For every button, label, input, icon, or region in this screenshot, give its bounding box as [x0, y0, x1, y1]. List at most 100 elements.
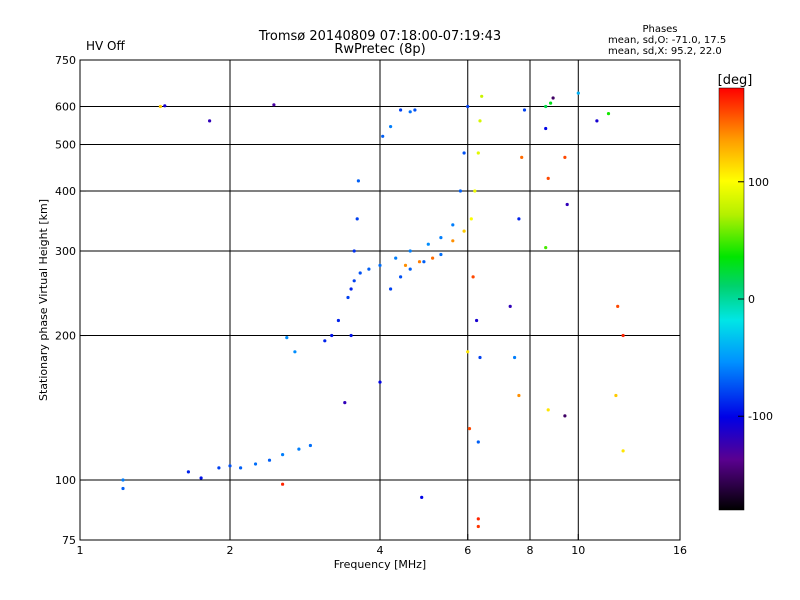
echo-point [595, 119, 599, 123]
echo-point [158, 104, 162, 109]
echo-point [439, 252, 443, 257]
chart-title: Tromsø 20140809 07:18:00-07:19:43 [258, 29, 501, 44]
echo-point [293, 350, 297, 354]
echo-point [228, 464, 232, 468]
x-tick-label: 8 [527, 544, 534, 557]
echo-point [399, 275, 403, 279]
y-tick-label: 75 [62, 534, 76, 547]
echo-point [121, 486, 125, 491]
echo-point [451, 239, 455, 243]
echo-point [544, 104, 548, 109]
echo-point [330, 333, 334, 338]
echo-point [272, 103, 276, 107]
echo-point [352, 279, 356, 283]
echo-point [378, 380, 382, 384]
echo-point [551, 96, 555, 100]
colorbar-tick-label: -100 [748, 410, 773, 423]
echo-point [426, 242, 430, 246]
echo-point [417, 260, 422, 264]
echo-point [358, 271, 362, 275]
echo-point [565, 202, 569, 207]
echo-point [544, 126, 548, 131]
echo-point [469, 217, 473, 221]
chart-subtitle: RwPretec (8p) [334, 42, 425, 57]
x-tick-label: 4 [377, 544, 384, 557]
echo-point [356, 179, 360, 183]
echo-point [606, 112, 611, 116]
echo-point [267, 458, 272, 462]
echo-point [458, 189, 462, 193]
echo-point [378, 263, 382, 267]
echo-point [476, 151, 480, 155]
echo-point [478, 355, 482, 360]
echo-point [285, 336, 289, 340]
echo-point [546, 408, 550, 412]
y-tick-label: 400 [55, 185, 76, 198]
echo-point [476, 440, 480, 444]
echo-point [381, 134, 385, 138]
echo-point [163, 104, 167, 108]
echo-point [408, 267, 412, 271]
y-tick-label: 100 [55, 474, 76, 487]
echo-point [422, 260, 426, 264]
colorbar-tick-label: 0 [748, 293, 755, 306]
x-tick-label: 1 [77, 544, 84, 557]
echo-point [346, 295, 350, 300]
echo-point [508, 304, 512, 308]
echo-point [476, 517, 480, 521]
echo-point [563, 155, 567, 159]
echo-point [297, 447, 301, 451]
echo-point [616, 304, 620, 308]
echo-point [475, 318, 479, 323]
y-axis-label: Stationary phase Virtual Height [km] [37, 199, 50, 401]
echo-point [544, 246, 548, 250]
x-tick-label: 10 [571, 544, 585, 557]
echo-point [473, 189, 477, 193]
echo-point [431, 256, 435, 260]
colorbar-tick-label: 100 [748, 176, 769, 189]
echo-point [408, 249, 412, 253]
echo-point [399, 108, 403, 112]
echo-point [323, 339, 327, 343]
axis-ticks: 1 2 4 6 8 10 16 75 100 200 300 400 500 600 750 [55, 54, 687, 557]
echo-point [520, 155, 524, 159]
echo-point [208, 119, 212, 123]
echo-point [121, 478, 125, 482]
echo-point [217, 466, 221, 470]
colorbar-label: [deg] [718, 73, 753, 88]
echo-point [476, 524, 480, 529]
echo-point [336, 318, 340, 323]
echo-point [394, 256, 398, 260]
echo-point [349, 333, 353, 338]
echo-point [517, 217, 521, 221]
grid-lines [80, 60, 680, 540]
y-tick-label: 300 [55, 245, 76, 258]
echo-point [451, 223, 455, 227]
echo-point [471, 275, 475, 279]
echo-point [389, 287, 393, 291]
echo-point [281, 453, 285, 457]
phase-box-line2: mean, sd,X: 95.2, 22.0 [608, 46, 722, 57]
y-tick-label: 200 [55, 330, 76, 343]
echo-point [281, 482, 285, 486]
echo-point [413, 108, 417, 112]
echo-point [549, 101, 553, 105]
x-tick-label: 6 [464, 544, 471, 557]
phase-box-line1: mean, sd,O: -71.0, 17.5 [608, 35, 726, 46]
echo-points [121, 91, 625, 529]
echo-point [408, 110, 412, 114]
echo-point [462, 229, 466, 233]
echo-point [367, 267, 371, 271]
echo-point [563, 414, 567, 418]
echo-point [478, 119, 482, 123]
y-tick-label: 750 [55, 54, 76, 67]
echo-point [614, 393, 618, 398]
echo-point [439, 236, 443, 240]
echo-point [308, 443, 312, 448]
x-axis-label: Frequency [MHz] [334, 558, 426, 571]
echo-point [253, 462, 258, 466]
echo-point [389, 125, 393, 129]
echo-point [355, 217, 359, 221]
echo-point [466, 104, 470, 109]
